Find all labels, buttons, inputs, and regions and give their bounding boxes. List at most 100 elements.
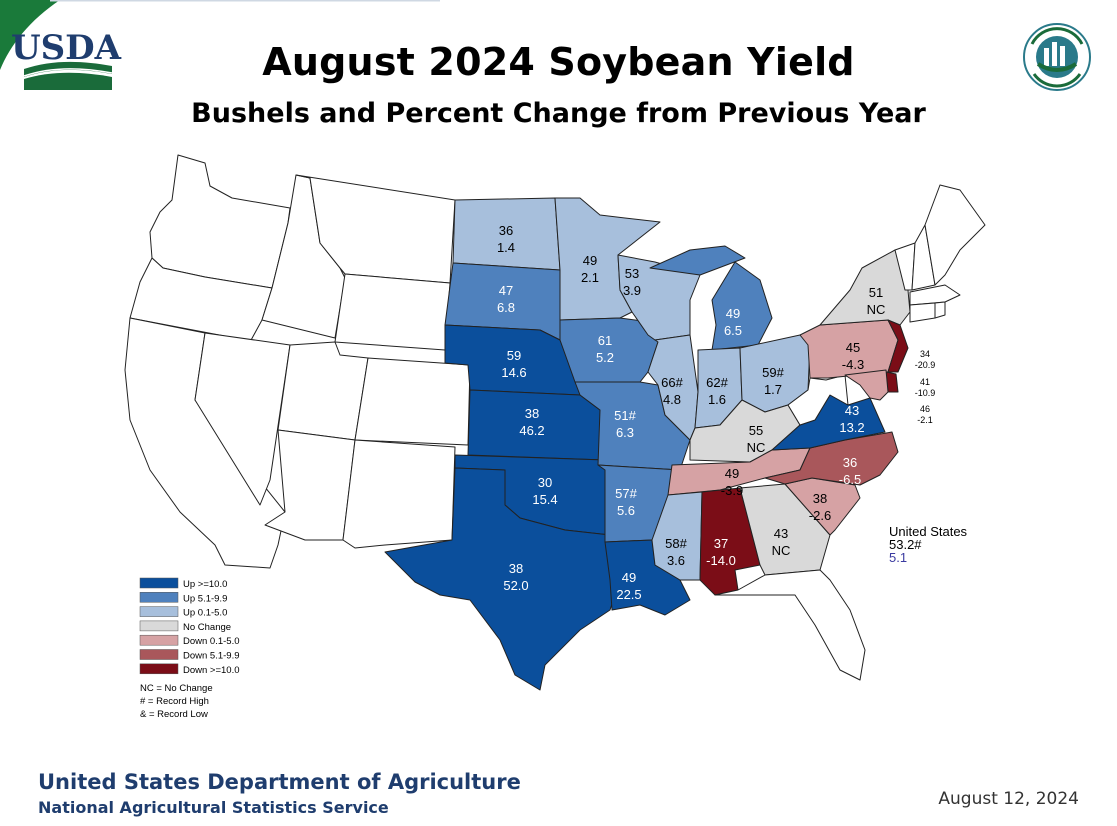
state-change-de: -10.9 <box>915 388 936 398</box>
state-or[interactable] <box>129 257 273 343</box>
state-change-ne: 14.6 <box>501 365 526 380</box>
state-change-nd: 1.4 <box>497 240 515 255</box>
legend-label: Up 5.1-9.9 <box>183 593 227 604</box>
legend-label: Up >=10.0 <box>183 579 227 590</box>
legend-note: NC = No Change <box>140 683 213 694</box>
state-yield-in: 62# <box>706 375 728 390</box>
state-md[interactable] <box>844 369 889 401</box>
state-tx[interactable] <box>384 467 621 691</box>
legend-note: # = Record High <box>140 696 209 707</box>
state-yield-nd: 36 <box>499 223 513 238</box>
state-nc[interactable] <box>764 431 899 486</box>
state-yield-sc: 38 <box>813 491 827 506</box>
state-yield-la: 49 <box>622 570 636 585</box>
state-yield-il: 66# <box>661 375 683 390</box>
state-change-ga: NC <box>772 543 791 558</box>
us-total-yield: 53.2# <box>889 537 922 552</box>
state-fl[interactable] <box>714 569 866 681</box>
state-nv[interactable] <box>194 332 291 506</box>
state-yield-ky: 55 <box>749 423 763 438</box>
state-change-mo: 6.3 <box>616 425 634 440</box>
legend-swatch <box>139 592 179 603</box>
state-change-ms: 3.6 <box>667 553 685 568</box>
legend-label: Down 5.1-9.9 <box>183 651 240 662</box>
legend-swatch <box>139 620 179 632</box>
state-yield-ok: 30 <box>538 475 552 490</box>
state-yield-ks: 38 <box>525 406 539 421</box>
state-wa[interactable] <box>149 154 291 289</box>
page-title: August 2024 Soybean Yield <box>262 40 855 84</box>
legend-note: & = Record Low <box>140 709 208 720</box>
state-change-ia: 5.2 <box>596 350 614 365</box>
legend-swatch <box>139 649 179 660</box>
legend-swatch <box>139 577 179 589</box>
state-change-in: 1.6 <box>708 392 726 407</box>
state-yield-tx: 38 <box>509 561 523 576</box>
state-yield-oh: 59# <box>762 365 784 380</box>
footer-service: National Agricultural Statistics Service <box>38 798 389 817</box>
state-change-md: -2.1 <box>917 415 933 425</box>
state-change-nc: -6.5 <box>839 472 861 487</box>
state-change-oh: 1.7 <box>764 382 782 397</box>
state-yield-de: 41 <box>920 377 930 387</box>
state-yield-ny: 51 <box>869 285 883 300</box>
state-yield-mi: 49 <box>726 306 740 321</box>
state-il[interactable] <box>647 334 699 441</box>
legend-swatch <box>139 634 179 646</box>
footer-date: August 12, 2024 <box>938 789 1079 809</box>
state-yield-mn: 49 <box>583 253 597 268</box>
state-change-ok: 15.4 <box>532 492 557 507</box>
state-nj[interactable] <box>887 319 909 373</box>
state-change-nj: -20.9 <box>915 360 936 370</box>
state-change-va: 13.2 <box>839 420 864 435</box>
state-change-mn: 2.1 <box>581 270 599 285</box>
state-change-ky: NC <box>747 440 766 455</box>
state-ny[interactable] <box>819 249 911 326</box>
legend-swatch <box>139 663 179 675</box>
legend-swatch <box>139 606 179 617</box>
state-yield-ms: 58# <box>665 536 687 551</box>
state-change-ny: NC <box>867 302 886 317</box>
state-wv[interactable] <box>787 374 849 426</box>
us-total-change: 5.1 <box>889 550 907 565</box>
state-ut[interactable] <box>277 341 369 441</box>
us-total-name: United States <box>889 524 968 539</box>
state-yield-pa: 45 <box>846 340 860 355</box>
state-ma[interactable] <box>909 284 961 306</box>
legend-label: Down 0.1-5.0 <box>183 636 240 647</box>
footer-department: United States Department of Agriculture <box>38 770 521 794</box>
state-change-al: -14.0 <box>706 553 736 568</box>
state-change-sc: -2.6 <box>809 508 831 523</box>
state-nm[interactable] <box>342 439 456 549</box>
state-yield-ga: 43 <box>774 526 788 541</box>
state-yield-md: 46 <box>920 404 930 414</box>
page-subtitle: Bushels and Percent Change from Previous… <box>191 98 926 129</box>
state-yield-tn: 49 <box>725 466 739 481</box>
state-change-mi: 6.5 <box>724 323 742 338</box>
state-yield-nc: 36 <box>843 455 857 470</box>
corner-swoosh <box>0 0 60 70</box>
state-mi[interactable] <box>649 245 773 351</box>
state-wy[interactable] <box>334 273 451 351</box>
state-labels: 36 1.4 49 2.1 47 6.8 53 3.9 49 6.5 51 NC 45 -4.3 34-20… <box>497 223 935 602</box>
agriculture-counts-logo <box>1023 23 1091 91</box>
state-change-ar: 5.6 <box>617 503 635 518</box>
state-co[interactable] <box>354 357 471 446</box>
state-ri[interactable] <box>934 301 946 319</box>
state-me[interactable] <box>924 184 986 286</box>
state-change-tx: 52.0 <box>503 578 528 593</box>
state-az[interactable] <box>264 429 356 541</box>
svg-text:USDA: USDA <box>11 28 122 68</box>
state-yield-al: 37 <box>714 536 728 551</box>
usda-logo: USDA <box>11 28 122 90</box>
state-change-il: 4.8 <box>663 392 681 407</box>
state-yield-nj: 34 <box>920 349 930 359</box>
state-ct[interactable] <box>909 302 936 323</box>
state-mo[interactable] <box>574 381 691 471</box>
legend-label: No Change <box>183 622 231 633</box>
state-change-la: 22.5 <box>616 587 641 602</box>
state-change-wi: 3.9 <box>623 283 641 298</box>
legend: Up >=10.0 Up 5.1-9.9 Up 0.1-5.0 No Change Do… <box>139 577 240 720</box>
